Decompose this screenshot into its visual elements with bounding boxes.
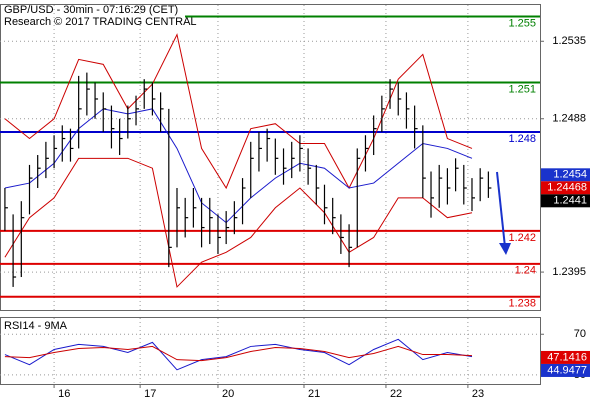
level-label: 1.255 — [508, 17, 536, 29]
rsi-line — [4, 345, 473, 362]
value-box-label: 1.2441 — [553, 195, 587, 207]
value-box — [541, 168, 590, 182]
value-box — [541, 194, 590, 208]
rsi-title: RSI14 - 9MA — [4, 320, 68, 332]
overlay-line — [4, 33, 473, 190]
x-tick-label: 17 — [144, 388, 156, 400]
value-box-label: 1.2454 — [553, 169, 587, 181]
value-box — [541, 363, 590, 377]
value-box — [541, 181, 590, 195]
y-tick-label: 1.2535 — [552, 35, 586, 47]
chart-title: GBP/USD - 30min - 07:16:29 (CET) — [4, 4, 178, 16]
rsi-line — [4, 338, 473, 371]
overlay-line — [4, 108, 473, 224]
value-box — [541, 350, 590, 364]
x-tick-label: 22 — [390, 388, 402, 400]
forecast-arrow — [496, 171, 506, 248]
plot-layer: 1617202122231.23951.24881.253570301.2551… — [0, 5, 590, 400]
x-tick-label: 20 — [222, 388, 234, 400]
y-tick-label: 1.2488 — [552, 113, 586, 125]
y-tick-label: 70 — [574, 328, 586, 340]
value-box-label: 47.1416 — [547, 351, 587, 363]
x-tick-label: 16 — [58, 388, 70, 400]
overlay-line — [4, 157, 473, 288]
level-label: 1.251 — [508, 83, 536, 95]
y-tick-label: 1.2395 — [552, 266, 586, 278]
value-box-label: 44.9477 — [547, 364, 587, 376]
level-label: 1.24 — [515, 265, 536, 277]
level-label: 1.238 — [508, 298, 536, 310]
value-box-label: 1.24468 — [547, 182, 587, 194]
price-panel — [0, 4, 541, 311]
rsi-panel — [0, 317, 541, 385]
level-label: 1.248 — [508, 133, 536, 145]
x-tick-label: 23 — [472, 388, 484, 400]
x-tick-label: 21 — [308, 388, 320, 400]
arrow-head — [499, 243, 511, 255]
level-label: 1.242 — [508, 232, 536, 244]
chart-subtitle: Research © 2017 TRADING CENTRAL — [4, 16, 197, 28]
